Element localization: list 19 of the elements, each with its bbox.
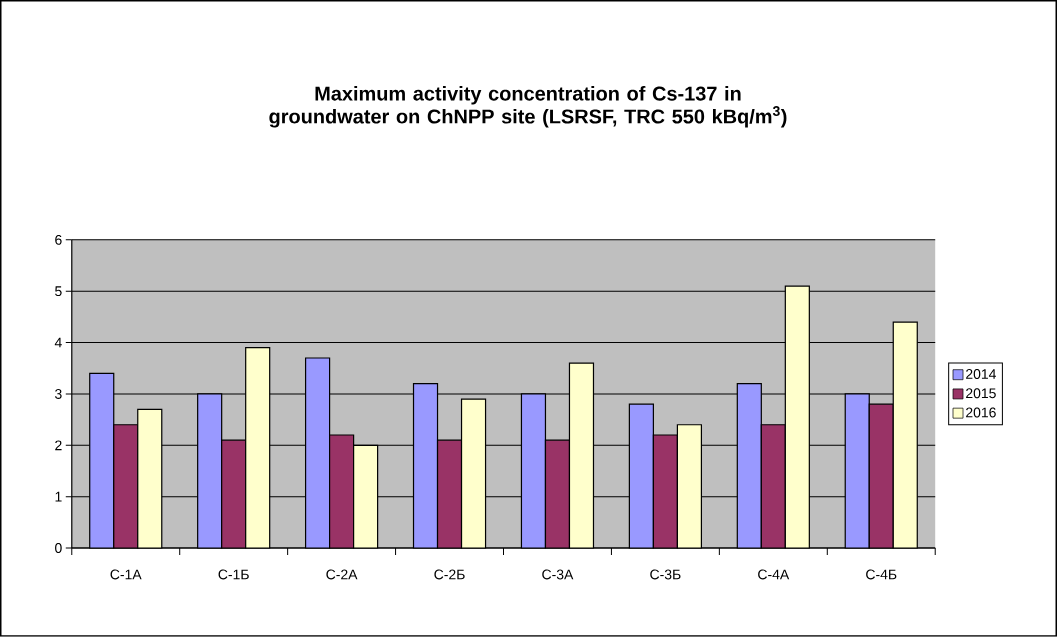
chart-title: Maximum activity concentration of Cs-137 in groundwater on ChNPP site (LSRSF, TRC 550 kBq/m$^{3}$) (269, 86, 787, 128)
x-tick-label: С-2А (326, 569, 358, 580)
x-tick-label: С-3А (542, 569, 574, 580)
x-tick-label: С-4А (758, 569, 790, 580)
y-tick-label: 3 (55, 389, 62, 399)
y-tick-label: 5 (55, 286, 62, 297)
y-tick-label: 1 (55, 491, 62, 502)
x-tick-label: С-4Б (866, 569, 897, 580)
y-tick-label: 2 (55, 440, 62, 451)
x-tick-label: С-1А (110, 569, 142, 580)
legend-label: 2016 (966, 407, 996, 418)
legend-label: 2015 (966, 388, 996, 399)
y-tick-label: 6 (55, 235, 62, 245)
legend-label: 2014 (966, 369, 996, 380)
x-tick-label: С-2Б (434, 569, 465, 580)
y-tick-label: 4 (54, 337, 62, 348)
y-tick-label: 0 (55, 543, 62, 554)
x-tick-label: С-3Б (650, 569, 681, 580)
x-tick-label: С-1Б (218, 569, 249, 580)
